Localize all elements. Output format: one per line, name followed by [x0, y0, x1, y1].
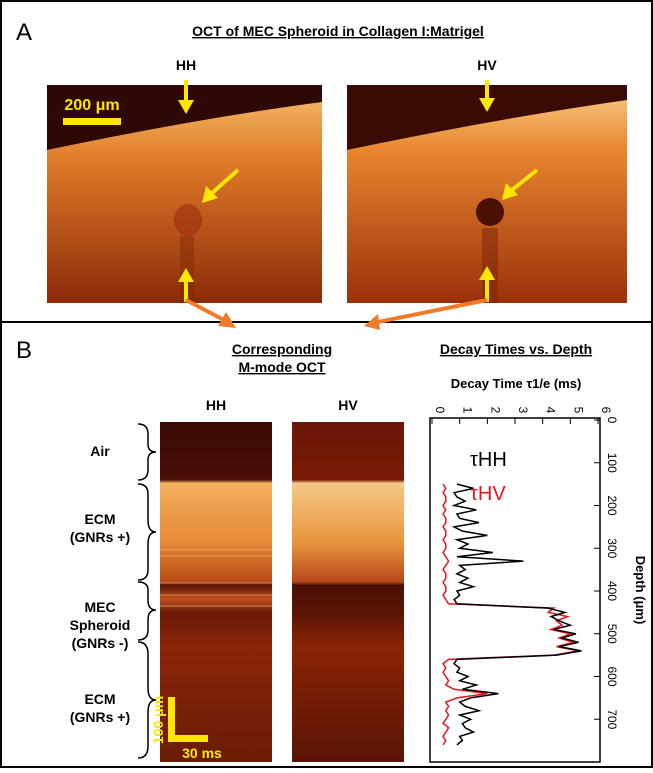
- region-label: Spheroid: [70, 617, 131, 633]
- y-tick-label: 0: [433, 407, 447, 414]
- region-label: MEC: [84, 599, 115, 615]
- image-label: HV: [338, 397, 358, 413]
- y-tick-label: 1: [461, 407, 475, 414]
- section-title: Corresponding: [232, 341, 332, 357]
- y-tick-label: 4: [544, 407, 558, 414]
- x-tick-label: 200: [605, 495, 619, 515]
- plot-area: [429, 417, 601, 763]
- axis-title: Depth (μm): [633, 556, 648, 625]
- x-tick-label: 600: [605, 666, 619, 686]
- chart-title: Decay Times vs. Depth: [440, 341, 592, 357]
- image-label: HH: [206, 397, 226, 413]
- region-label: (GNRs +): [70, 529, 130, 545]
- scale-label: 200 μm: [64, 97, 119, 114]
- x-tick-label: 100: [605, 453, 619, 473]
- y-tick-label: 2: [488, 407, 502, 414]
- image-label: HH: [176, 57, 196, 73]
- braces: [137, 423, 157, 759]
- region-label: ECM: [84, 691, 115, 707]
- panel-title: OCT of MEC Spheroid in Collagen I:Matrig…: [192, 23, 484, 39]
- y-tick-label: 5: [571, 407, 585, 414]
- section-title: M-mode OCT: [238, 359, 326, 375]
- image-label: HV: [477, 57, 497, 73]
- region-label: ECM: [84, 511, 115, 527]
- x-tick-label: 0: [605, 417, 619, 424]
- oct-image-hh: [47, 85, 322, 303]
- scale-bar: [63, 118, 121, 125]
- x-tick-label: 500: [605, 624, 619, 644]
- panel-label: A: [16, 19, 32, 46]
- legend-label: τHH: [470, 449, 507, 471]
- x-tick-label: 300: [605, 538, 619, 558]
- series-line: [451, 483, 582, 746]
- scale-label: 100 μm: [150, 696, 166, 744]
- region-label: (GNRs -): [72, 635, 129, 651]
- link-arrows: [185, 298, 488, 330]
- x-tick-label: 400: [605, 581, 619, 601]
- x-tick-label: 700: [605, 709, 619, 729]
- region-label: Air: [90, 443, 110, 459]
- mmode-image-hv: [292, 422, 404, 762]
- region-label: (GNRs +): [70, 709, 130, 725]
- scale-label: 30 ms: [182, 745, 222, 761]
- mmode-scale: [168, 697, 208, 742]
- y-tick-label: 3: [516, 407, 530, 414]
- mmode-stripes: [160, 549, 272, 607]
- panel-label: B: [16, 337, 32, 364]
- y-tick-label: 6: [599, 407, 613, 414]
- legend-label: τHV: [470, 483, 506, 505]
- mmode-image-hh: [160, 422, 272, 762]
- arrows: [178, 80, 539, 302]
- axis-title: Decay Time τ1/e (ms): [451, 376, 582, 391]
